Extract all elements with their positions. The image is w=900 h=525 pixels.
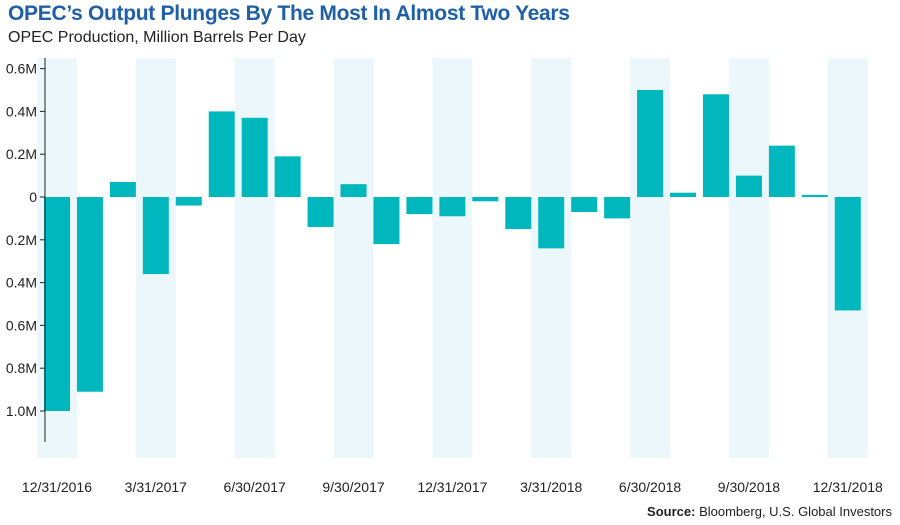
- chart-subtitle: OPEC Production, Million Barrels Per Day: [8, 29, 306, 46]
- shaded-band: [432, 58, 473, 458]
- bar: [670, 192, 697, 197]
- x-tick-label: 9/30/2018: [718, 479, 780, 495]
- x-tick-label: 12/31/2018: [813, 479, 883, 495]
- y-tick-label: 1.0M: [6, 403, 37, 419]
- bar: [571, 197, 598, 212]
- bar: [175, 197, 202, 206]
- bar: [735, 175, 762, 197]
- x-tick-label: 9/30/2017: [322, 479, 384, 495]
- bar: [637, 90, 664, 197]
- bar: [406, 197, 433, 215]
- source-note: Source: Bloomberg, U.S. Global Investors: [647, 504, 892, 519]
- y-tick-label: 0.2M: [6, 146, 37, 162]
- bar: [768, 145, 795, 197]
- bar: [208, 111, 235, 197]
- chart-title: OPEC’s Output Plunges By The Most In Alm…: [8, 2, 570, 25]
- bar: [274, 156, 301, 197]
- source-text: Bloomberg, U.S. Global Investors: [699, 504, 892, 519]
- bar: [76, 197, 103, 392]
- bar: [307, 197, 334, 227]
- bar: [109, 182, 136, 197]
- y-tick-label: 0.4M: [6, 103, 37, 119]
- y-tick-label: 0.2M: [6, 232, 37, 248]
- x-tick-label: 6/30/2017: [224, 479, 286, 495]
- bar: [373, 197, 400, 245]
- x-tick-label: 12/31/2017: [417, 479, 487, 495]
- y-tick-label: 0.4M: [6, 275, 37, 291]
- bar: [43, 197, 70, 411]
- shaded-band: [333, 58, 374, 458]
- bar: [834, 197, 861, 311]
- bar: [142, 197, 169, 275]
- source-label: Source:: [647, 504, 696, 519]
- bar: [241, 117, 268, 197]
- bar: [538, 197, 565, 249]
- y-tick-label: 0: [29, 189, 37, 205]
- x-tick-label: 3/31/2017: [125, 479, 187, 495]
- bar: [801, 194, 828, 197]
- y-tick-label: 0.8M: [6, 360, 37, 376]
- y-tick-label: 0.6M: [6, 317, 37, 333]
- y-tick-label: 0.6M: [6, 61, 37, 77]
- shaded-band: [728, 58, 769, 458]
- x-tick-label: 3/31/2018: [520, 479, 582, 495]
- bar: [505, 197, 532, 230]
- bar: [472, 197, 499, 202]
- shaded-band: [531, 58, 572, 458]
- x-tick-label: 6/30/2018: [619, 479, 681, 495]
- x-tick-label: 12/31/2016: [22, 479, 92, 495]
- bar: [340, 184, 367, 197]
- bar: [604, 197, 631, 219]
- bar: [702, 94, 729, 197]
- bar: [439, 197, 466, 217]
